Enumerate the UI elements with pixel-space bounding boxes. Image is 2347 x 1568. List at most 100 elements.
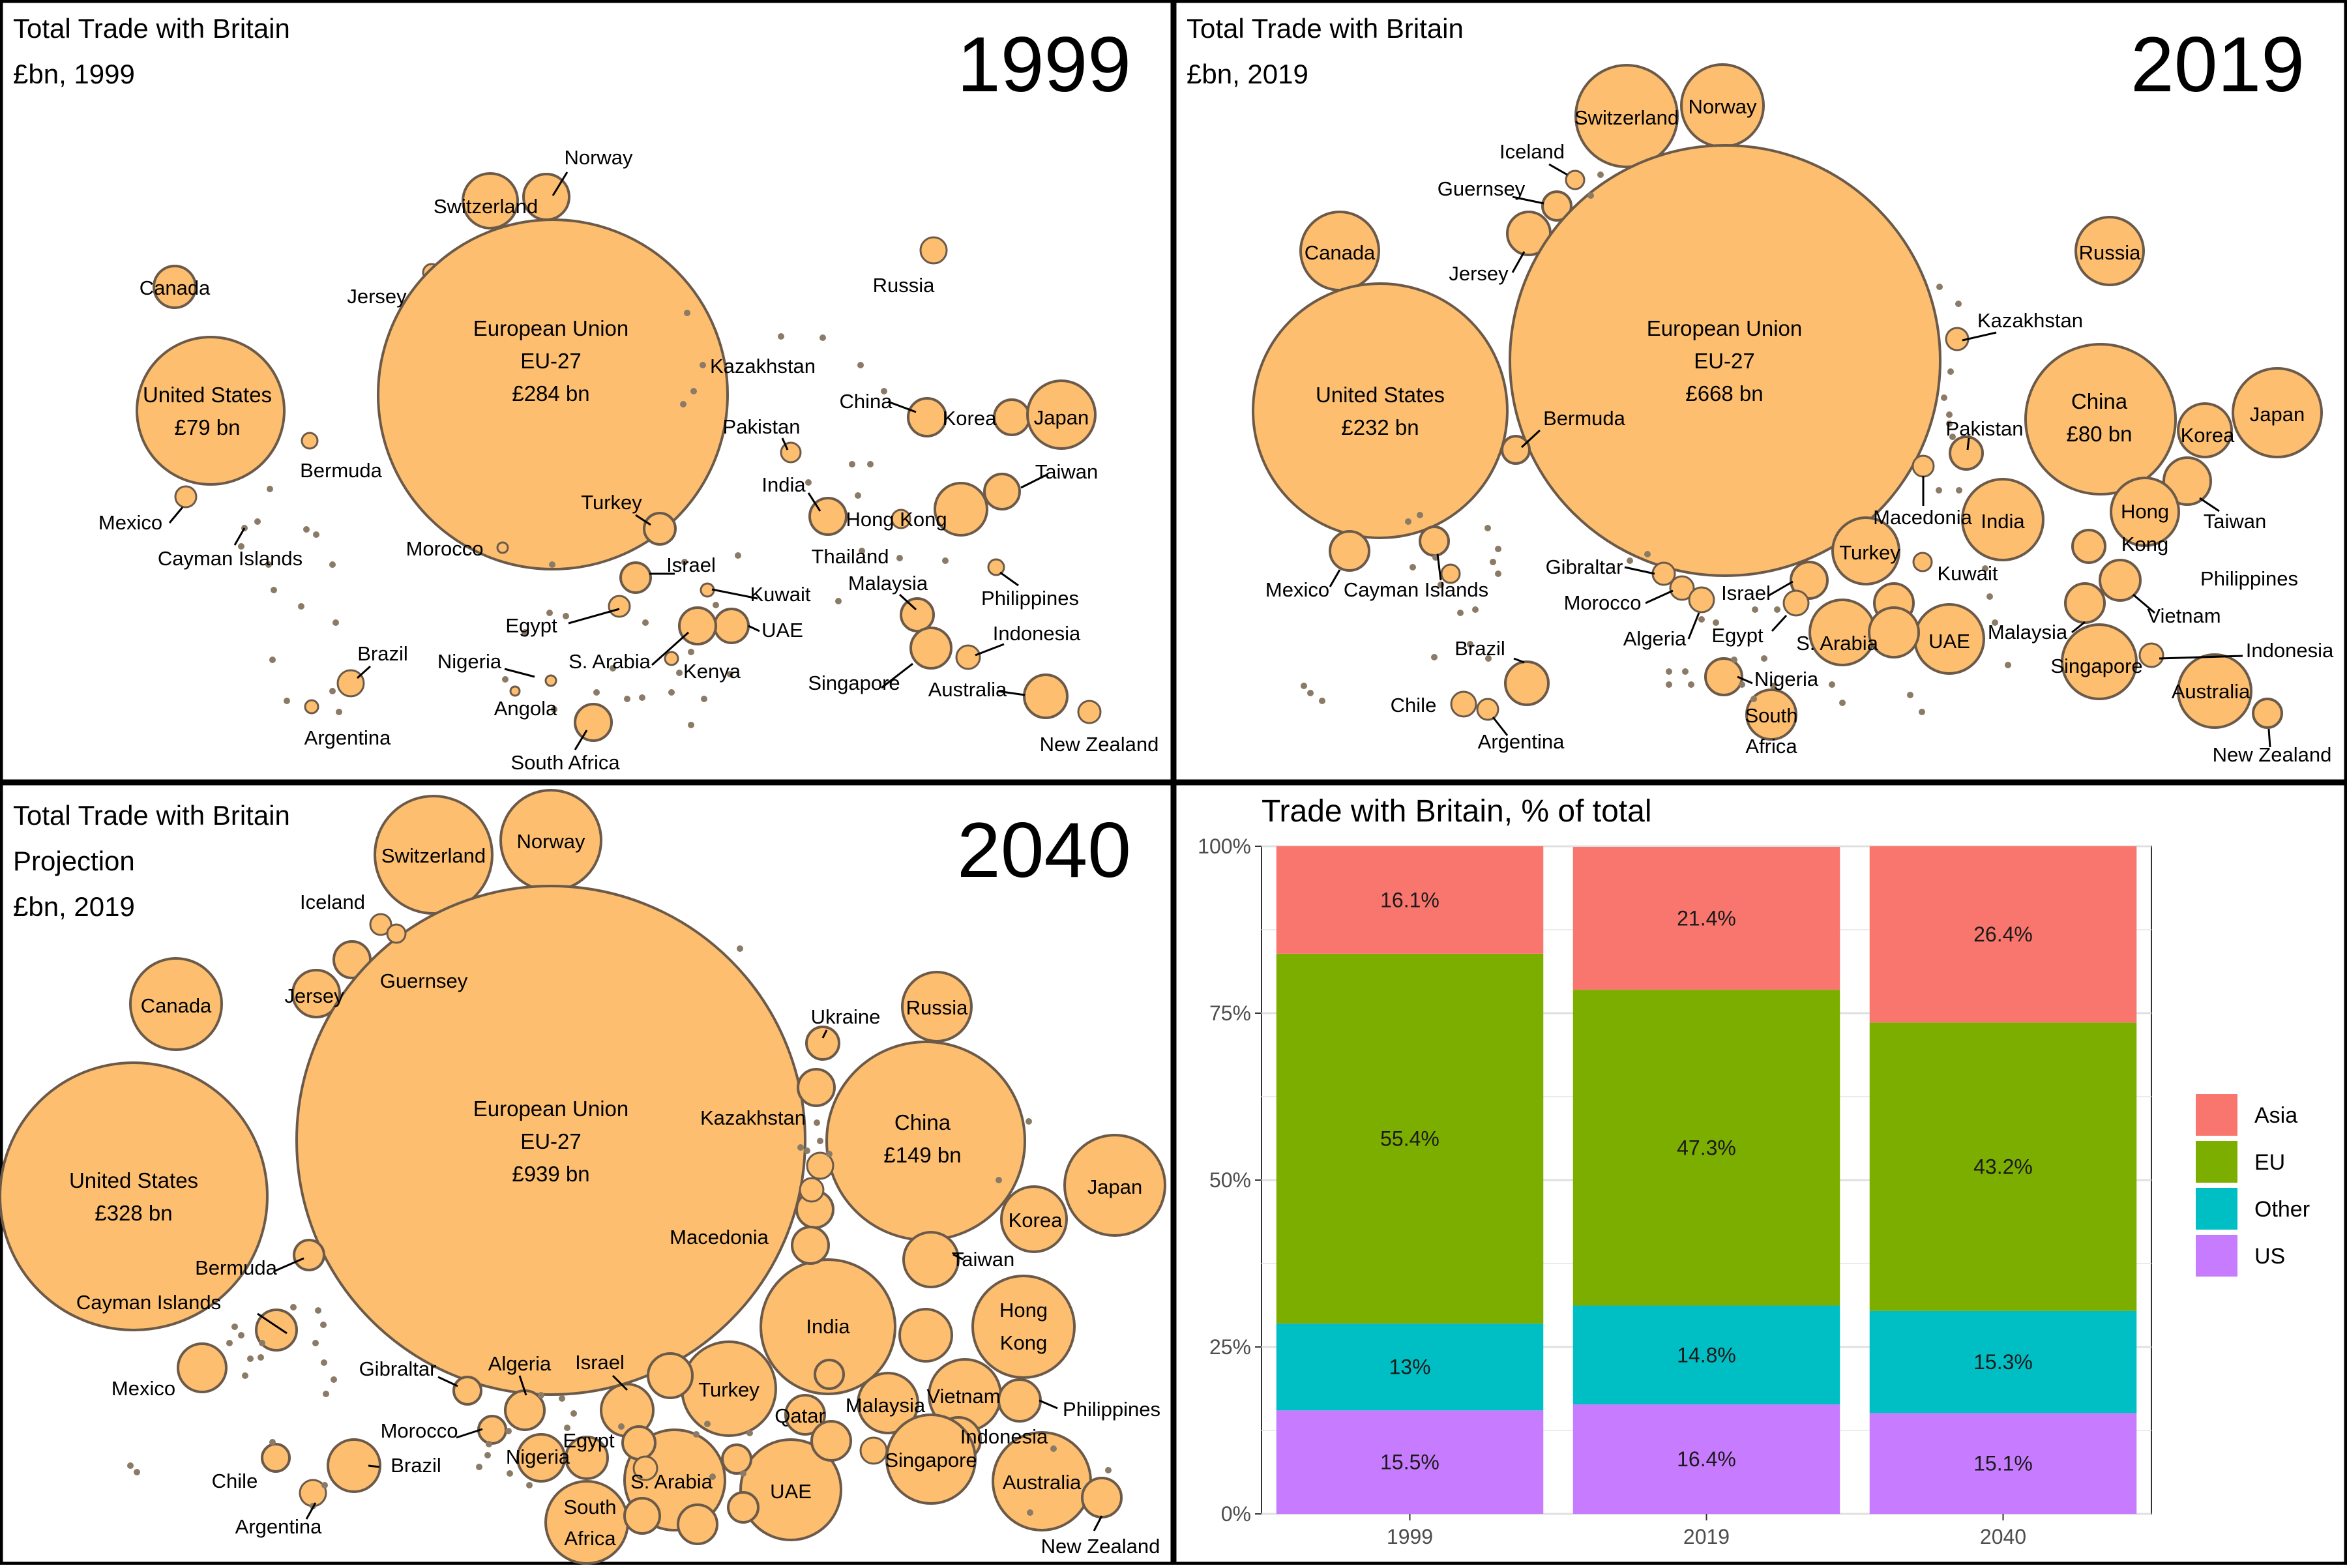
small-bubble: [265, 561, 272, 568]
bubble-israel: [619, 561, 652, 594]
bubble-label-2019-34: Brazil: [1454, 637, 1505, 660]
bar-segment-asia-1999: [1276, 846, 1544, 954]
label-leader: [997, 690, 1026, 696]
small-bubble: [700, 362, 706, 368]
stacked-bar-chart: Trade with Britain, % of total 0% 25% 50% 75…: [1198, 794, 2310, 1548]
small-bubble: [507, 1470, 513, 1477]
bubble-china: [907, 397, 947, 437]
label-leader: [1962, 331, 1997, 342]
bubble-label-2040-29: Egypt: [563, 1429, 615, 1452]
small-bubble: [804, 1147, 810, 1154]
bar-segment-us-2019: [1572, 1404, 1840, 1514]
small-bubble: [1417, 512, 1423, 518]
small-bubble: [1936, 284, 1943, 290]
label-leader: [1771, 614, 1788, 632]
bubble-label-2040-3: Iceland: [300, 891, 365, 913]
bubble-label-2040-34: Brazil: [391, 1454, 441, 1477]
bubble-brazil: [1504, 660, 1550, 706]
x-tick-label: 2040: [1980, 1525, 2026, 1548]
label-leader: [2267, 728, 2271, 748]
small-bubble: [336, 709, 342, 715]
bubble-chile: [1450, 690, 1477, 718]
bubble-label-2040-4: Guernsey: [380, 969, 468, 992]
small-bubble: [1986, 593, 1993, 600]
bar-chart-title: Trade with Britain, % of total: [1262, 794, 1651, 829]
bubble-label-2040-31: Indonesia: [960, 1425, 1048, 1448]
small-bubble: [797, 1144, 804, 1151]
bubble-label-1999-30: Kenya: [683, 660, 741, 683]
bubble-hong-kong: [2110, 477, 2180, 547]
label-leader: [651, 631, 689, 666]
bubble-label-1999-15: Turkey: [581, 491, 642, 514]
bubble-label-2019-15: India: [1981, 510, 2025, 533]
small-bubble: [259, 1340, 265, 1346]
bubble-new-zealand: [2252, 698, 2283, 729]
label-leader: [168, 507, 184, 524]
small-bubble: [684, 310, 690, 316]
bubble-label-2040-10: Japan: [1087, 1176, 1142, 1198]
bubble-label-2019-31: Malaysia: [1988, 621, 2068, 643]
bubble-india: [760, 1258, 896, 1395]
label-leader: [2071, 621, 2086, 634]
panel-1999-frame: [0, 0, 1174, 783]
small-bubble: [1982, 565, 1988, 572]
label-leader: [305, 1502, 317, 1520]
label-leader: [1548, 163, 1568, 176]
small-bubble: [1774, 606, 1780, 613]
bar-data-label: 43.2%: [1973, 1155, 2033, 1179]
small-bubble: [1829, 681, 1835, 688]
small-bubble: [1490, 559, 1496, 565]
label-leader: [273, 1257, 304, 1273]
bubble-label-2040-12: Macedonia: [670, 1226, 769, 1249]
small-bubble: [290, 1304, 297, 1310]
small-bubble: [688, 649, 694, 655]
eu-label-2019-line-2: EU-27: [1694, 349, 1755, 373]
small-bubble: [238, 1332, 244, 1339]
small-bubble: [269, 1439, 276, 1445]
title-2040-line1: Total Trade with Britain: [13, 800, 290, 831]
bubble-switzerland: [1574, 64, 1679, 168]
bubble-label-1999-19: Morocco: [406, 537, 484, 560]
bubble-label-1999-9: Japan: [1034, 406, 1089, 429]
bubble-label-1999-34: Argentina: [304, 726, 391, 749]
bubble-label-2040-37: Australia: [1003, 1471, 1082, 1494]
small-bubble: [618, 1423, 625, 1430]
label-leader: [1624, 566, 1655, 575]
bubble-label-2019-36: Australia: [2172, 680, 2251, 703]
label-leader: [1020, 473, 1048, 489]
bubble-label-1999-25: UAE: [761, 619, 803, 642]
bubble-label-2040-22: Algeria: [488, 1352, 552, 1375]
legend-swatch-us: [2196, 1235, 2237, 1277]
bubble-label-1999-13: India: [761, 473, 806, 496]
bubble-label-2019-10: Korea: [2181, 424, 2235, 447]
small-bubble: [1627, 557, 1633, 564]
small-bubble: [284, 698, 290, 704]
bubble-korea: [1000, 1185, 1068, 1253]
small-bubble: [1947, 368, 1954, 375]
small-bubble: [303, 526, 310, 533]
bubble-eu: [377, 218, 729, 570]
small-bubble: [1027, 1509, 1033, 1516]
bubble-philippines: [997, 1378, 1042, 1423]
small-bubble: [1770, 683, 1777, 689]
label-leader: [356, 665, 372, 679]
label-leader: [807, 492, 821, 512]
bubble-label-2040-28: Morocco: [381, 1419, 458, 1442]
bubble-israel: [1790, 561, 1829, 600]
legend-swatch-other: [2196, 1188, 2237, 1230]
bubble-argentina: [1476, 698, 1499, 721]
legend-swatch-eu: [2196, 1141, 2237, 1183]
title-2040-line2: Projection: [13, 846, 135, 876]
small-bubble: [1644, 551, 1651, 557]
bubble-small-9: [799, 1177, 825, 1203]
small-bubble: [258, 1354, 264, 1361]
bubble-pakistan: [780, 441, 802, 464]
bubble-label-1999-32: Australia: [928, 678, 1007, 701]
bubble-label-2019-41: New Zealand: [2213, 743, 2332, 766]
label-leader: [456, 1428, 483, 1439]
bubble-nigeria: [544, 674, 557, 687]
small-bubble: [271, 587, 277, 593]
small-bubble: [1750, 696, 1757, 702]
small-bubble: [1949, 434, 1956, 440]
small-bubble: [867, 461, 874, 467]
